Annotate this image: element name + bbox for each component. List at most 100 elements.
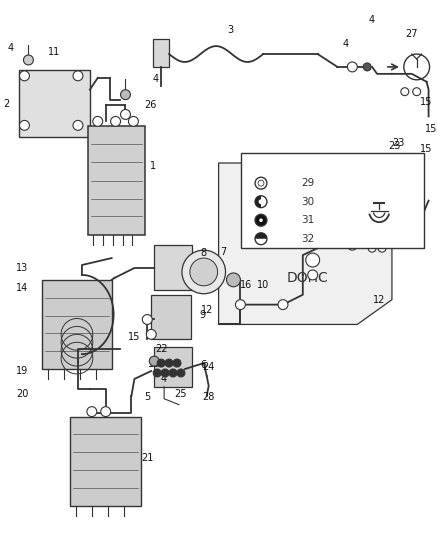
- Text: 4: 4: [161, 374, 167, 384]
- Circle shape: [149, 356, 159, 366]
- Circle shape: [120, 90, 131, 100]
- Text: 32: 32: [301, 234, 314, 244]
- Text: 4: 4: [152, 74, 158, 84]
- Circle shape: [20, 71, 29, 81]
- Text: 13: 13: [16, 263, 28, 273]
- Text: 9: 9: [200, 310, 206, 320]
- Text: 8: 8: [201, 248, 207, 258]
- Text: 4: 4: [369, 15, 375, 26]
- Polygon shape: [219, 163, 392, 325]
- Bar: [154, 347, 192, 387]
- Circle shape: [347, 62, 357, 72]
- Text: 23: 23: [393, 138, 405, 148]
- Circle shape: [308, 270, 318, 280]
- Circle shape: [73, 120, 83, 130]
- Bar: [42, 280, 112, 369]
- Text: 23: 23: [389, 141, 401, 151]
- Circle shape: [73, 71, 83, 81]
- Circle shape: [20, 120, 29, 130]
- Circle shape: [24, 55, 33, 65]
- Text: 19: 19: [16, 366, 28, 376]
- Circle shape: [368, 244, 376, 252]
- Circle shape: [142, 314, 152, 325]
- Text: 29: 29: [301, 178, 314, 188]
- Circle shape: [226, 273, 240, 287]
- Text: SHAPE: SHAPE: [361, 158, 397, 168]
- Bar: [154, 245, 192, 290]
- Text: 11: 11: [48, 47, 60, 57]
- Text: 15: 15: [371, 158, 383, 168]
- Text: 27: 27: [406, 29, 418, 39]
- Circle shape: [157, 359, 165, 367]
- Text: 25: 25: [175, 389, 187, 399]
- Circle shape: [161, 369, 169, 377]
- Circle shape: [258, 180, 264, 186]
- Text: 10: 10: [257, 280, 269, 290]
- Text: 20: 20: [16, 389, 28, 399]
- Bar: [70, 417, 141, 506]
- Bar: [18, 70, 90, 137]
- Bar: [153, 39, 169, 67]
- Wedge shape: [255, 233, 267, 239]
- Circle shape: [173, 359, 181, 367]
- Text: 14: 14: [16, 283, 28, 293]
- Circle shape: [182, 250, 226, 294]
- Wedge shape: [255, 196, 261, 208]
- Text: 15: 15: [128, 332, 141, 342]
- Text: 31: 31: [301, 215, 314, 225]
- Circle shape: [413, 88, 420, 95]
- Text: 4: 4: [343, 39, 349, 49]
- Circle shape: [93, 116, 103, 126]
- Circle shape: [146, 329, 156, 340]
- Text: 2: 2: [4, 99, 10, 109]
- Bar: [241, 153, 424, 248]
- Circle shape: [401, 88, 409, 95]
- Text: 30: 30: [301, 197, 314, 207]
- Circle shape: [190, 258, 218, 286]
- Circle shape: [87, 407, 97, 417]
- Circle shape: [165, 359, 173, 367]
- Circle shape: [306, 253, 320, 267]
- Text: 5: 5: [144, 392, 150, 402]
- Circle shape: [255, 233, 267, 245]
- Circle shape: [363, 63, 371, 71]
- Text: 17: 17: [282, 233, 294, 243]
- Text: 12: 12: [201, 304, 213, 314]
- Text: 4: 4: [7, 43, 14, 53]
- Text: DOHC: DOHC: [287, 271, 328, 285]
- Text: 16: 16: [240, 280, 252, 290]
- Text: 15: 15: [420, 96, 433, 107]
- Circle shape: [128, 116, 138, 126]
- Circle shape: [111, 116, 120, 126]
- Text: 24: 24: [202, 362, 215, 372]
- Text: 21: 21: [141, 453, 153, 463]
- Text: 15: 15: [420, 144, 433, 154]
- Circle shape: [255, 196, 267, 208]
- Circle shape: [258, 199, 263, 204]
- Text: 22: 22: [155, 344, 167, 354]
- Circle shape: [347, 240, 357, 250]
- Text: 26: 26: [144, 100, 156, 110]
- Circle shape: [101, 407, 111, 417]
- Circle shape: [259, 219, 263, 222]
- Circle shape: [278, 300, 288, 310]
- Circle shape: [236, 300, 245, 310]
- Text: 15: 15: [425, 124, 438, 134]
- Circle shape: [378, 244, 386, 252]
- Text: 1: 1: [150, 161, 156, 171]
- Text: 18: 18: [200, 262, 212, 272]
- Text: 28: 28: [202, 392, 215, 402]
- Bar: [151, 295, 191, 340]
- Bar: [88, 126, 145, 235]
- Circle shape: [255, 177, 267, 189]
- Text: 15: 15: [343, 223, 356, 233]
- Text: 7: 7: [220, 247, 227, 257]
- Circle shape: [177, 369, 185, 377]
- Circle shape: [255, 214, 267, 226]
- Text: 15: 15: [148, 359, 160, 369]
- Circle shape: [120, 109, 131, 119]
- Text: PNC: PNC: [297, 158, 319, 168]
- Text: 6: 6: [201, 360, 207, 370]
- Circle shape: [404, 54, 430, 80]
- Text: 12: 12: [373, 295, 385, 305]
